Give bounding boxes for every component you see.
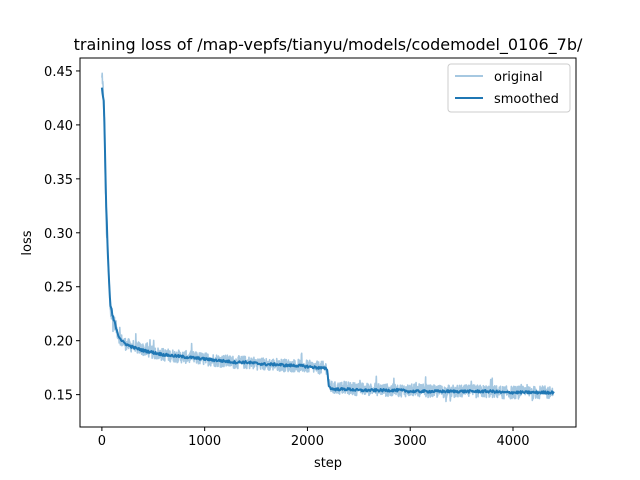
y-tick-label: 0.35 (44, 173, 73, 188)
legend: original smoothed (447, 63, 571, 113)
y-tick-label: 0.25 (44, 281, 73, 296)
x-tick-label: 1000 (188, 434, 221, 449)
y-axis: 0.15 0.20 0.25 0.30 0.35 0.40 0.45 (44, 65, 80, 404)
y-tick-label: 0.30 (44, 227, 73, 242)
legend-label-smoothed: smoothed (494, 92, 559, 107)
y-axis-label: loss (20, 230, 35, 255)
plot-area (80, 58, 576, 427)
x-axis-label: step (314, 456, 342, 471)
x-tick-label: 0 (98, 434, 106, 449)
legend-label-original: original (494, 70, 543, 85)
series-line-smoothed (100, 87, 555, 395)
y-tick-label: 0.45 (44, 65, 73, 80)
x-axis: 0 1000 2000 3000 4000 (98, 427, 530, 449)
x-tick-label: 3000 (394, 434, 427, 449)
x-tick-label: 2000 (291, 434, 324, 449)
y-tick-label: 0.40 (44, 119, 73, 134)
plot-frame (79, 57, 577, 428)
x-tick-label: 4000 (496, 434, 529, 449)
series-layer (100, 72, 555, 403)
y-tick-label: 0.20 (44, 335, 73, 350)
y-tick-label: 0.15 (44, 389, 73, 404)
chart-title: training loss of /map-vepfs/tianyu/model… (74, 35, 583, 55)
